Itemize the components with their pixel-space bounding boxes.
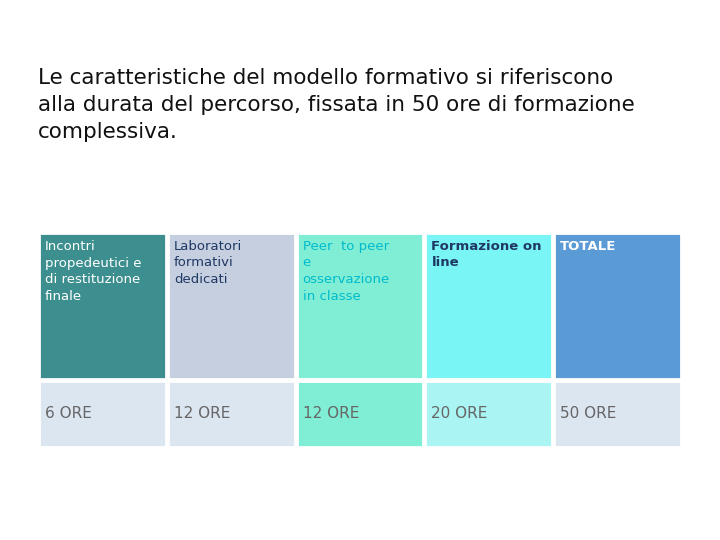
Bar: [297, 233, 423, 379]
Bar: [168, 233, 294, 379]
Text: Formazione on
line: Formazione on line: [431, 240, 542, 269]
Text: 12 ORE: 12 ORE: [302, 407, 359, 422]
Text: 20 ORE: 20 ORE: [431, 407, 487, 422]
Text: Peer  to peer
e
osservazione
in classe: Peer to peer e osservazione in classe: [302, 240, 390, 302]
Bar: [426, 381, 552, 447]
Bar: [39, 233, 166, 379]
Text: 6 ORE: 6 ORE: [45, 407, 92, 422]
Bar: [554, 381, 681, 447]
Bar: [554, 233, 681, 379]
Text: Incontri
propedeutici e
di restituzione
finale: Incontri propedeutici e di restituzione …: [45, 240, 142, 302]
Text: 12 ORE: 12 ORE: [174, 407, 230, 422]
Text: Le caratteristiche del modello formativo si riferiscono
alla durata del percorso: Le caratteristiche del modello formativo…: [38, 68, 635, 143]
Text: TOTALE: TOTALE: [560, 240, 616, 253]
Text: 50 ORE: 50 ORE: [560, 407, 616, 422]
Bar: [297, 381, 423, 447]
Bar: [39, 381, 166, 447]
Text: Laboratori
formativi
dedicati: Laboratori formativi dedicati: [174, 240, 242, 286]
Bar: [168, 381, 294, 447]
Bar: [426, 233, 552, 379]
